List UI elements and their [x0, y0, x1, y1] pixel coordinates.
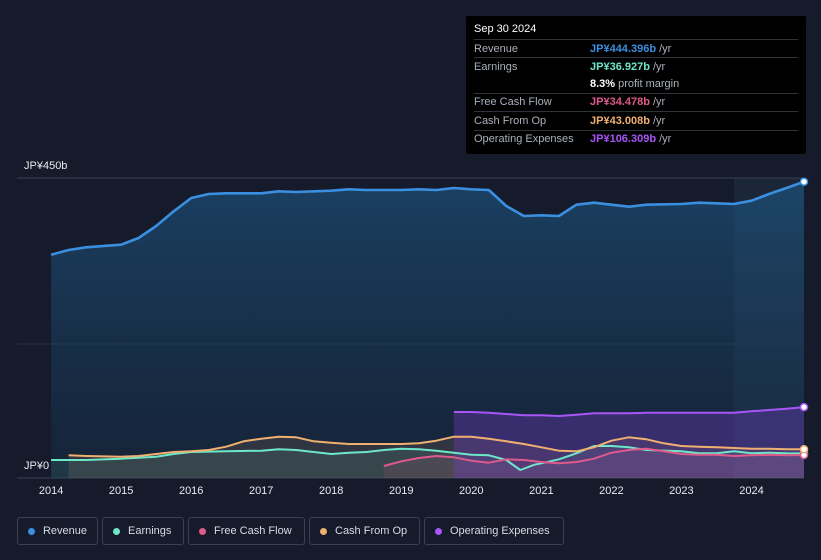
y-axis-bottom-label: JP¥0 [24, 460, 50, 472]
legend-label: Revenue [42, 525, 87, 537]
legend-label: Free Cash Flow [214, 525, 292, 537]
tooltip-label: Earnings [474, 61, 518, 74]
x-tick-label: 2024 [739, 485, 764, 497]
tooltip-unit: /yr [652, 96, 666, 109]
legend-item-free-cash-flow[interactable]: Free Cash Flow [188, 517, 305, 545]
earnings-line [51, 445, 805, 471]
tooltip-row-free-cash-flow: Free Cash Flow JP¥34.478b /yr [474, 92, 798, 111]
revenue-line [50, 180, 805, 256]
legend-dot-icon [320, 527, 327, 535]
legend-dot-icon [113, 527, 120, 535]
x-tick-label: 2021 [529, 485, 554, 497]
profit-margin-text: profit margin [618, 78, 680, 91]
x-tick-label: 2023 [669, 485, 694, 497]
cash-from-op-endpoint [799, 445, 809, 454]
tooltip-unit: /yr [652, 114, 666, 127]
earnings-area [51, 446, 805, 478]
x-tick-label: 2018 [318, 485, 344, 497]
x-tick-label: 2022 [599, 485, 624, 497]
tooltip-row-earnings: Earnings JP¥36.927b /yr [474, 57, 798, 75]
operating-expenses-line [453, 406, 805, 417]
hover-tooltip: Sep 30 2024 Revenue JP¥444.396b /yr Earn… [466, 16, 806, 154]
profit-margin-value: 8.3% [590, 78, 616, 91]
legend-item-cash-from-op[interactable]: Cash From Op [309, 517, 420, 545]
x-tick-label: 2014 [38, 485, 64, 497]
legend-label: Earnings [128, 525, 172, 537]
tooltip-profit-margin: 8.3% profit margin [474, 76, 798, 93]
tooltip-label: Revenue [474, 42, 519, 55]
legend-dot-icon [199, 527, 206, 535]
tooltip-date: Sep 30 2024 [474, 23, 537, 35]
tooltip-value: JP¥36.927b [590, 61, 650, 74]
legend-item-earnings[interactable]: Earnings [102, 517, 184, 545]
legend-label: Operating Expenses [450, 525, 550, 537]
tooltip-label: Cash From Op [474, 114, 547, 127]
tooltip-value: JP¥444.396b [590, 42, 657, 55]
tooltip-label: Operating Expenses [474, 133, 574, 146]
tooltip-label: Free Cash Flow [474, 96, 552, 109]
tooltip-unit: /yr [659, 133, 672, 146]
tooltip-row-operating-expenses: Operating Expenses JP¥106.309b /yr [474, 129, 798, 148]
x-tick-label: 2019 [389, 485, 414, 497]
revenue-endpoint [799, 177, 809, 186]
free-cash-flow-line [383, 447, 805, 467]
operating-expenses-area [453, 407, 804, 478]
tooltip-value: JP¥34.478b [590, 96, 650, 109]
x-tick-label: 2017 [248, 485, 274, 497]
legend-item-revenue[interactable]: Revenue [17, 517, 98, 545]
tooltip-unit: /yr [659, 42, 672, 55]
legend-dot-icon [435, 527, 442, 535]
revenue-area [51, 181, 805, 478]
legend-item-operating-expenses[interactable]: Operating Expenses [424, 517, 564, 545]
x-tick-label: 2016 [178, 485, 204, 497]
x-tick-label: 2015 [108, 485, 134, 497]
tooltip-value: JP¥43.008b [590, 114, 650, 127]
tooltip-value: JP¥106.309b [590, 133, 657, 146]
cash-from-op-line [68, 435, 804, 458]
operating-expenses-endpoint [799, 402, 809, 412]
free-cash-flow-area [383, 448, 804, 478]
tooltip-row-cash-from-op: Cash From Op JP¥43.008b /yr [474, 111, 798, 129]
y-axis-top-label: JP¥450b [24, 160, 68, 172]
legend-dot-icon [28, 527, 35, 535]
x-tick-label: 2020 [459, 485, 484, 497]
tooltip-unit: /yr [652, 61, 666, 74]
tooltip-row-revenue: Revenue JP¥444.396b /yr [474, 39, 798, 57]
legend-label: Cash From Op [335, 525, 408, 537]
